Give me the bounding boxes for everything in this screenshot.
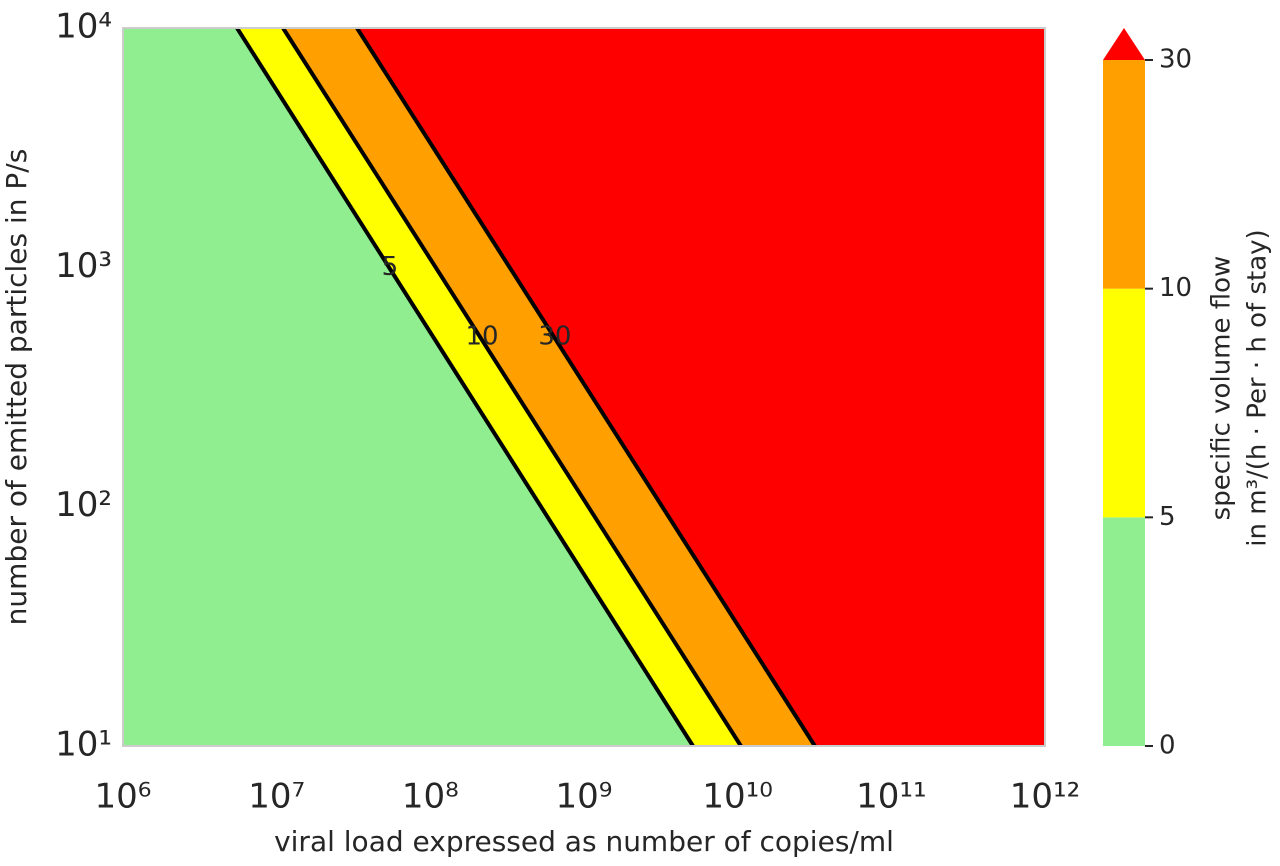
contour-label: 5 (382, 252, 399, 282)
colorbar-segment (1103, 60, 1145, 289)
x-tick-label: 10⁹ (556, 777, 613, 817)
x-tick-label: 10¹² (1010, 777, 1081, 817)
colorbar-tick-label: 10 (1159, 273, 1192, 303)
x-axis-label: viral load expressed as number of copies… (274, 825, 894, 858)
contour-band (123, 28, 693, 746)
y-tick-label: 10³ (55, 246, 112, 286)
contour-band (356, 28, 1045, 746)
colorbar-tick-label: 0 (1159, 731, 1176, 761)
contour-label: 10 (465, 321, 498, 351)
colorbar-tick-label: 30 (1159, 45, 1192, 75)
contour-line (281, 26, 743, 748)
colorbar-extend (1103, 28, 1145, 60)
colorbar-segment (1103, 288, 1145, 518)
colorbar-segment (1103, 517, 1145, 746)
x-tick-label: 10⁷ (248, 777, 305, 817)
contour-line (235, 26, 695, 748)
x-tick-label: 10⁶ (95, 777, 152, 817)
x-tick-label: 10¹⁰ (702, 777, 773, 817)
contour-line (355, 26, 817, 748)
contour-band (283, 28, 815, 746)
colorbar-label: specific volume flow (1207, 256, 1237, 521)
y-tick-label: 10² (55, 485, 112, 525)
contour-label: 30 (538, 321, 571, 351)
y-tick-label: 10¹ (55, 725, 112, 765)
y-tick-label: 10⁴ (55, 7, 112, 47)
x-tick-label: 10⁸ (402, 777, 459, 817)
x-tick-label: 10¹¹ (856, 777, 927, 817)
colorbar-tick-label: 5 (1159, 502, 1176, 532)
plot-frame (122, 27, 1046, 747)
colorbar-label: in m³/(h · Per · h of stay) (1243, 229, 1273, 546)
y-axis-label: number of emitted particles in P/s (0, 149, 33, 626)
contour-band (237, 28, 741, 746)
